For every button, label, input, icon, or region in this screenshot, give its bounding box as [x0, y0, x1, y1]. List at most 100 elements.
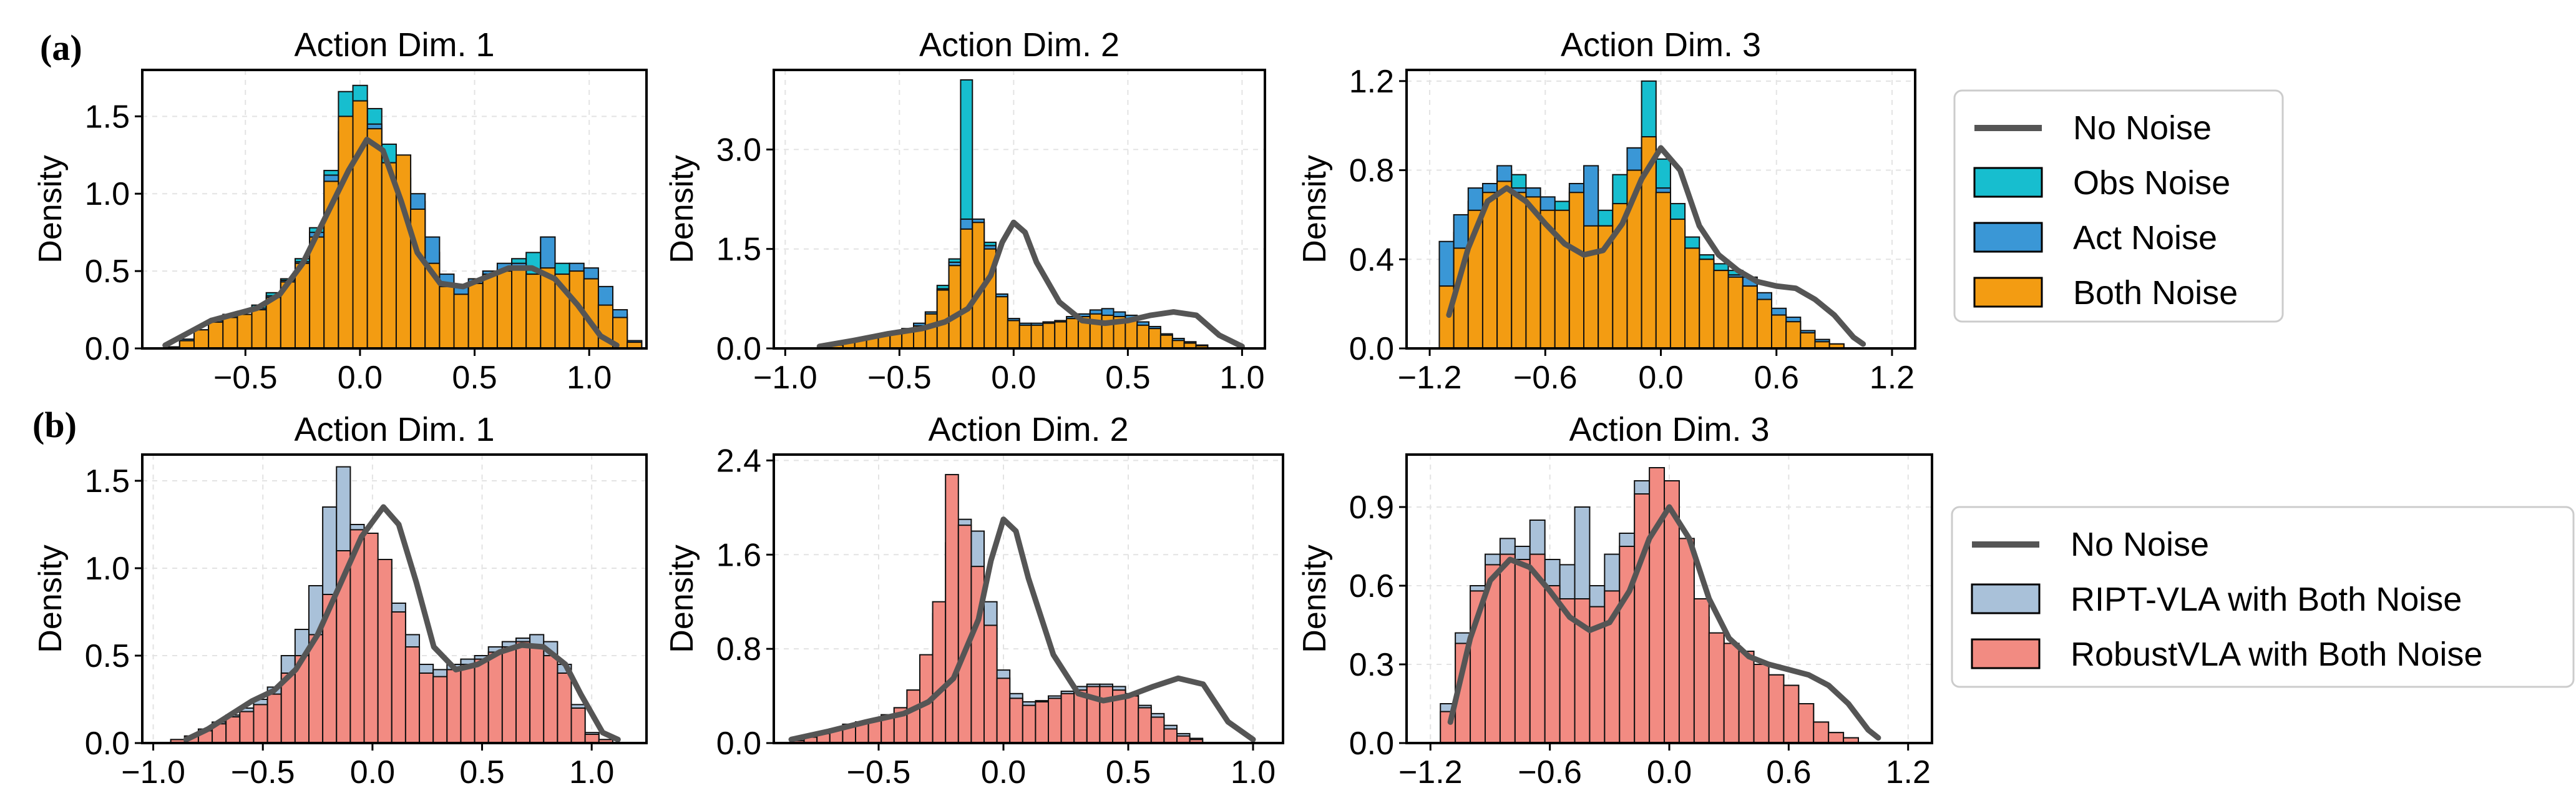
- histogram-bar: [584, 734, 600, 744]
- histogram-bar: [543, 655, 559, 744]
- histogram-bar: [1125, 320, 1138, 350]
- histogram-bar: [1514, 559, 1531, 744]
- chart-title: Action Dim. 3: [1569, 411, 1769, 448]
- histogram-bar: [1693, 598, 1710, 744]
- histogram-bar: [395, 154, 412, 349]
- plot-frame: [141, 453, 648, 744]
- y-tick-label: 0.6: [1349, 568, 1394, 604]
- histogram-bar: [1678, 538, 1695, 744]
- plot-frame: [773, 69, 1266, 350]
- y-tick-label: 1.5: [716, 232, 761, 268]
- legend-label: No Noise: [2071, 526, 2209, 563]
- histogram-bar: [1798, 703, 1815, 744]
- y-axis-label: Density: [32, 155, 69, 263]
- y-tick-label: 2.4: [716, 443, 761, 479]
- histogram-bar: [482, 273, 498, 350]
- chart-title: Action Dim. 3: [1561, 26, 1761, 64]
- histogram-bar: [1163, 728, 1178, 744]
- histogram-bar: [1022, 704, 1037, 744]
- histogram-bar: [1713, 270, 1729, 349]
- chart-title: Action Dim. 1: [294, 26, 494, 64]
- chart-3: −1.2 −0.6 0.0 0.6 1.2 0.0 0.4 0.8 1.2 Action Dim.…: [1297, 26, 1916, 396]
- legend-legend_b: No Noise RIPT-VLA with Both Noise RobustVL…: [1951, 506, 2575, 688]
- x-tick-label: −0.5: [847, 754, 911, 791]
- legend-item: No Noise: [1974, 109, 2212, 147]
- histogram-bar: [945, 474, 959, 744]
- histogram-bar: [525, 273, 542, 350]
- histogram-bar: [266, 693, 282, 744]
- histogram-bar: [515, 641, 531, 744]
- x-tick-label: 1.0: [567, 360, 612, 396]
- chart-6: −1.2 −0.6 0.0 0.6 1.2 0.0 0.3 0.6 0.9 Action Dim.…: [1297, 411, 1933, 791]
- histogram-bar: [338, 116, 354, 349]
- legend-item: Obs Noise: [1973, 164, 2230, 202]
- x-tick-label: 0.6: [1754, 360, 1799, 396]
- kde-line-no-noise: [1447, 504, 1881, 741]
- legend-patch-swatch: [1971, 583, 2041, 614]
- x-tick-label: −1.0: [121, 754, 185, 791]
- histogram-bar: [1159, 334, 1173, 349]
- histogram-bar: [363, 533, 379, 744]
- legend-label: Both Noise: [2073, 274, 2238, 312]
- y-tick-label: 1.2: [1349, 64, 1394, 100]
- y-tick-label: 1.6: [716, 537, 761, 573]
- x-tick-label: −1.2: [1398, 754, 1463, 791]
- x-tick-label: 0.0: [350, 754, 395, 791]
- legend-legend_a: No Noise Obs Noise Act Noise Both Noise: [1953, 89, 2284, 323]
- histogram-bar: [1148, 328, 1161, 350]
- chart-2: −1.0 −0.5 0.0 0.5 1.0 0.0 1.5 3.0 Action Dim. 2 D…: [664, 26, 1266, 396]
- legend-patch-swatch: [1973, 277, 2043, 308]
- histogram-bar: [1800, 332, 1816, 349]
- x-tick-label: 1.0: [1219, 360, 1264, 396]
- histogram-bar: [1060, 692, 1075, 744]
- histogram-bar: [1738, 651, 1755, 744]
- histogram-bar: [222, 317, 238, 350]
- histogram-bar: [446, 669, 462, 744]
- histogram-bar: [1753, 664, 1770, 744]
- histogram-bar: [932, 601, 947, 744]
- x-tick-label: −0.6: [1518, 754, 1582, 791]
- histogram-bar: [1583, 225, 1599, 350]
- histogram-bar: [1030, 324, 1044, 349]
- y-tick-label: 0.3: [1349, 647, 1394, 683]
- histogram-bar: [960, 228, 973, 349]
- kde-line-no-noise: [183, 504, 621, 742]
- chart-title: Action Dim. 2: [919, 26, 1120, 64]
- histogram-bar: [381, 162, 397, 349]
- histogram-bar: [1544, 585, 1561, 744]
- chart-5: −0.5 0.0 0.5 1.0 0.0 0.8 1.6 2.4 Action Dim. 2 De…: [664, 411, 1284, 791]
- histogram-bar: [1125, 695, 1139, 744]
- x-tick-label: 0.0: [991, 360, 1036, 396]
- charts-group: −0.5 0.0 0.5 1.0 0.0 0.5 1.0 1.5 Action Dim. 1 De…: [32, 26, 1933, 791]
- histogram-bar: [487, 651, 503, 744]
- legend-patch-swatch: [1973, 167, 2043, 198]
- legend-frame: [1953, 89, 2284, 323]
- legend-patch-swatch: [1971, 638, 2041, 669]
- histogram-bar: [1771, 314, 1787, 350]
- histogram-bar: [1035, 701, 1050, 744]
- row-label-b: (b): [32, 405, 77, 445]
- histogram-bar: [983, 624, 998, 744]
- x-tick-label: 0.0: [338, 360, 383, 396]
- histogram-series-2: [1440, 467, 1859, 744]
- y-tick-label: 0.0: [85, 331, 130, 367]
- x-tick-label: −0.5: [867, 360, 932, 396]
- histogram-bar: [1649, 467, 1666, 744]
- plot-frame: [141, 69, 648, 350]
- histogram-bar: [1496, 180, 1513, 349]
- x-tick-label: 1.2: [1870, 360, 1915, 396]
- histogram-bar: [225, 716, 241, 744]
- x-tick-label: 0.5: [1105, 360, 1150, 396]
- y-tick-label: 0.4: [1349, 242, 1394, 278]
- histogram-bar: [496, 270, 513, 349]
- histogram-bar: [294, 262, 311, 349]
- histogram-bar: [309, 236, 325, 349]
- y-tick-label: 0.0: [1349, 726, 1394, 762]
- x-tick-label: −0.5: [231, 754, 295, 791]
- x-tick-label: 0.5: [459, 754, 504, 791]
- histogram-bar: [1634, 493, 1651, 744]
- histogram-bar: [474, 658, 489, 744]
- chart-1: −0.5 0.0 0.5 1.0 0.0 0.5 1.0 1.5 Action Dim. 1 De…: [32, 26, 648, 396]
- histogram-bar: [1785, 321, 1802, 350]
- legend-item: Both Noise: [1973, 274, 2238, 312]
